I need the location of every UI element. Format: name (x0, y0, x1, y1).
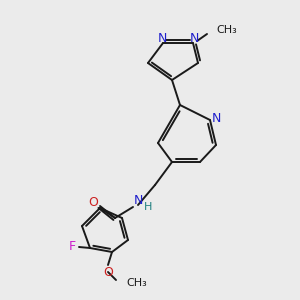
Text: N: N (189, 32, 199, 44)
Text: N: N (133, 194, 143, 206)
Text: N: N (211, 112, 221, 124)
Text: O: O (103, 266, 113, 278)
Text: F: F (68, 239, 76, 253)
Text: CH₃: CH₃ (126, 278, 147, 288)
Text: CH₃: CH₃ (216, 25, 237, 35)
Text: N: N (157, 32, 167, 44)
Text: H: H (144, 202, 152, 212)
Text: O: O (88, 196, 98, 208)
